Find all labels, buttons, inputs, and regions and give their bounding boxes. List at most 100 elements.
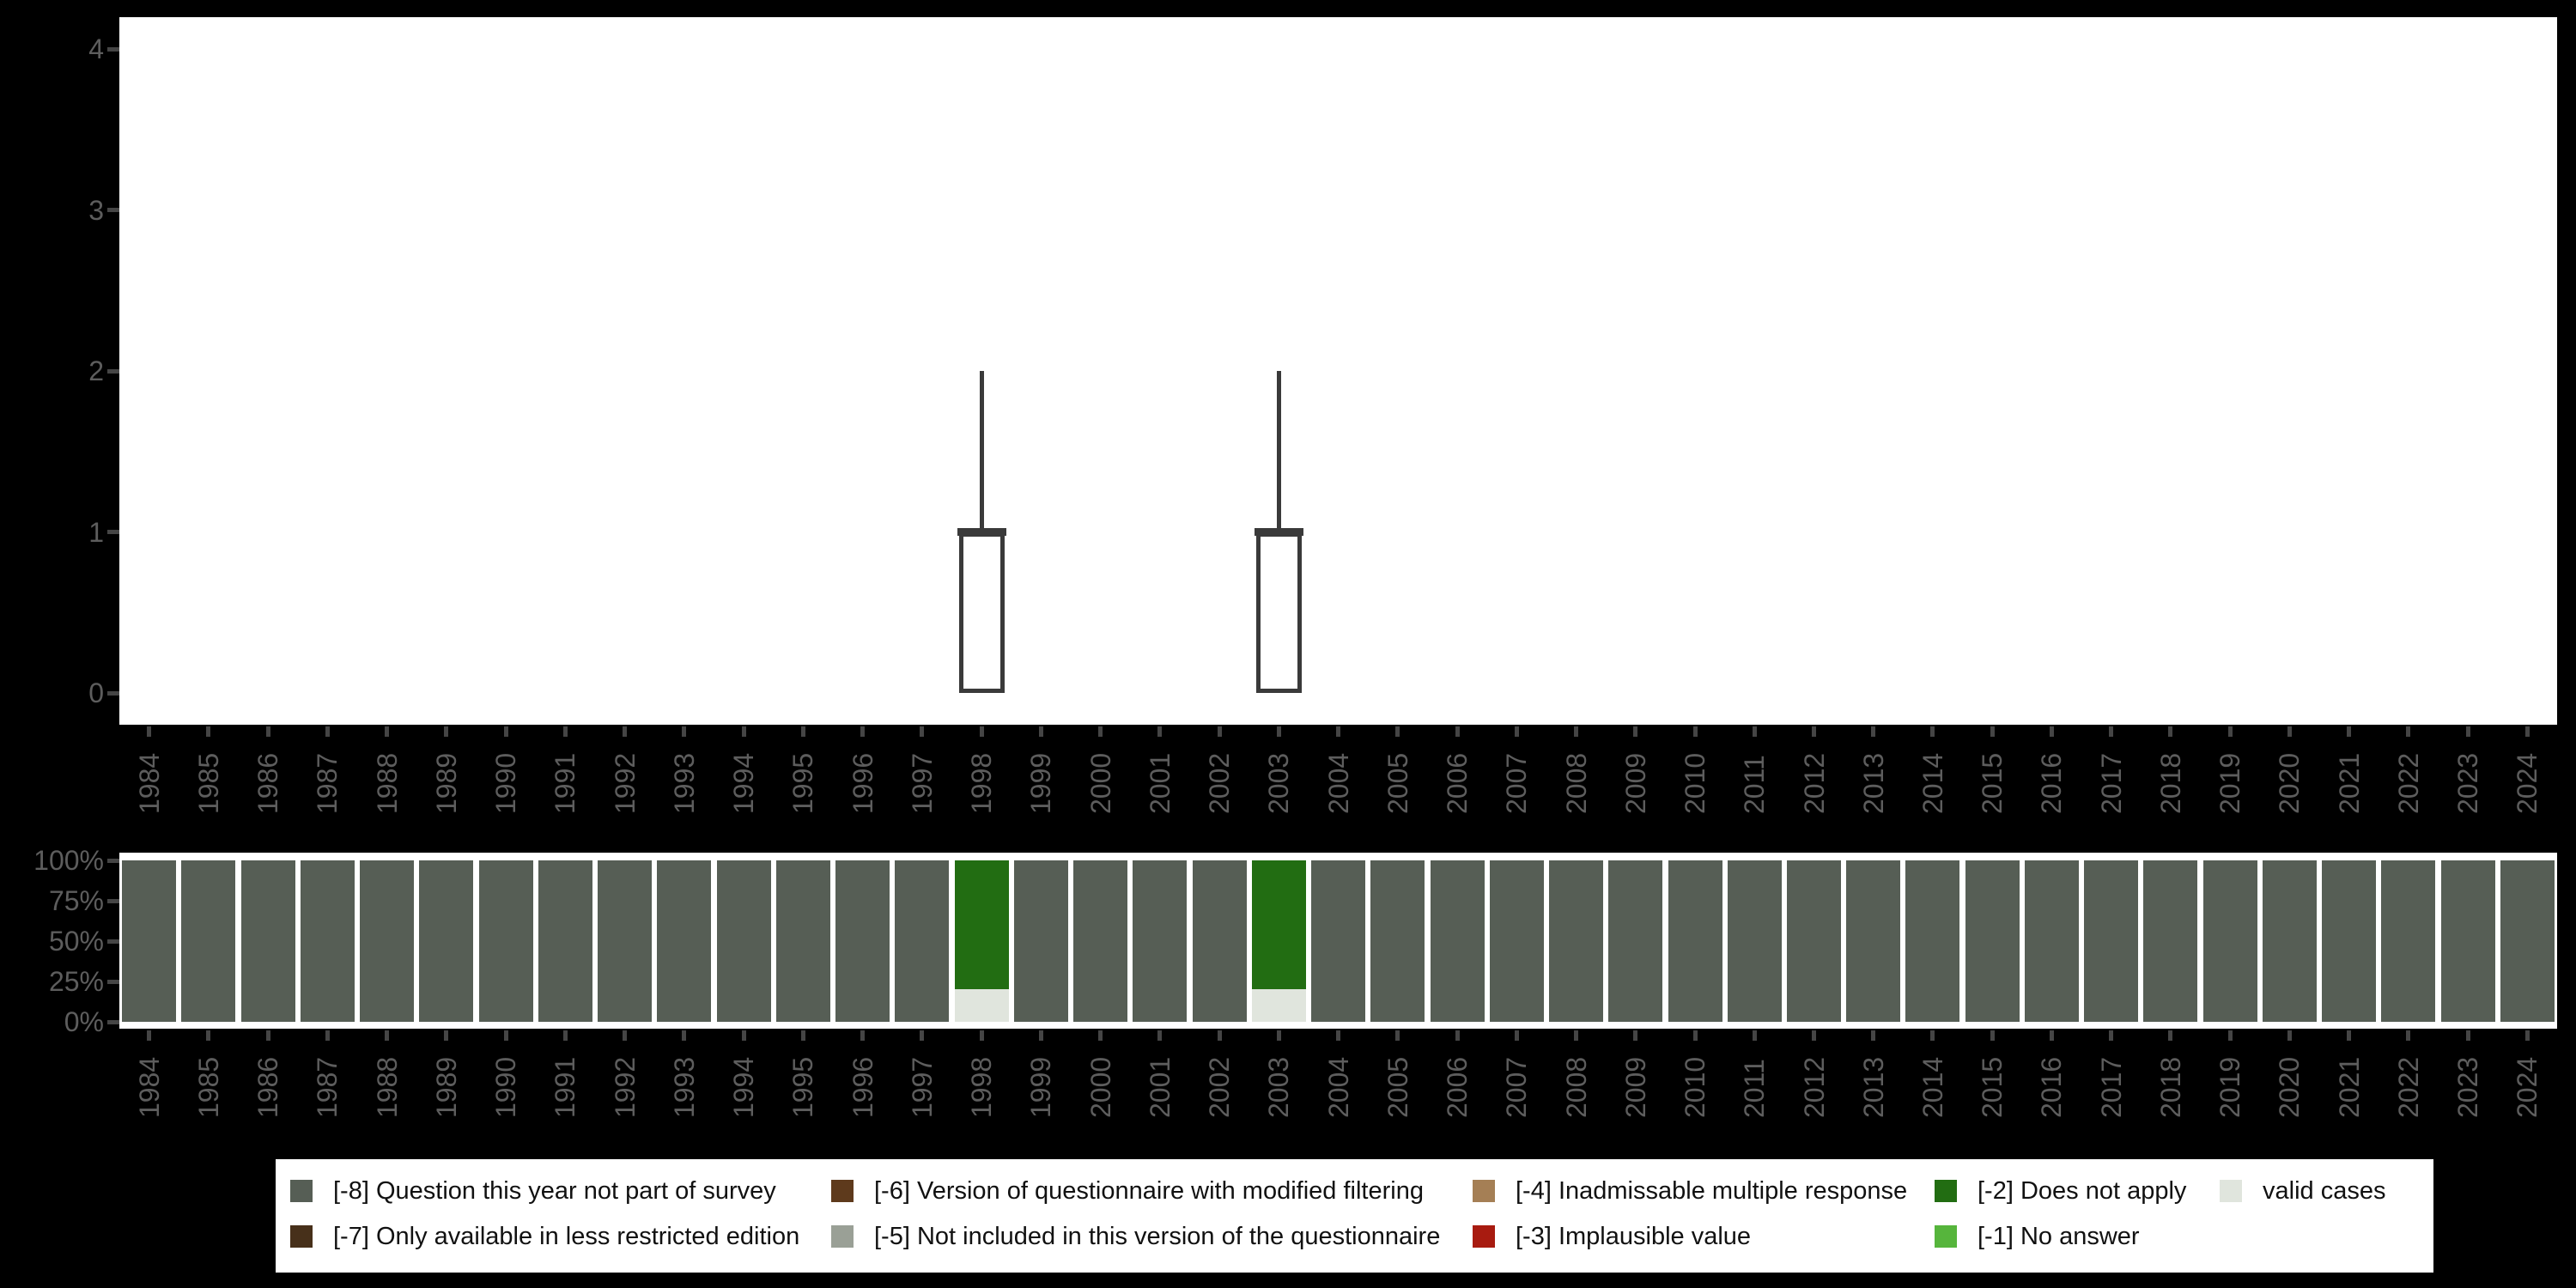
x-axis-tick-boxplot — [1752, 726, 1757, 737]
x-axis-year-label-bars: 2006 — [1442, 1056, 1473, 1118]
x-axis-year-label-bars: 2016 — [2036, 1056, 2068, 1118]
bar-segment — [716, 860, 771, 1022]
y-axis-tick-label: 3 — [88, 194, 104, 226]
legend-label: [-8] Question this year not part of surv… — [333, 1177, 776, 1205]
bar-segment — [1251, 989, 1306, 1022]
x-axis-tick-bars — [1752, 1030, 1757, 1041]
x-axis-year-label-bars: 2013 — [1857, 1056, 1889, 1118]
bar-segment — [1965, 860, 2020, 1022]
boxplot-box — [958, 532, 1005, 693]
x-axis-tick-bars — [979, 1030, 984, 1041]
x-axis-year-label-boxplot: 2009 — [1619, 752, 1651, 814]
x-axis-year-label-bars: 2024 — [2512, 1056, 2543, 1118]
x-axis-year-label-bars: 2011 — [1739, 1059, 1771, 1118]
x-axis-tick-boxplot — [1633, 726, 1638, 737]
percent-axis-tick-label: 0% — [64, 1006, 104, 1037]
x-axis-year-label-boxplot: 2012 — [1798, 752, 1830, 814]
x-axis-tick-boxplot — [2287, 726, 2292, 737]
x-axis-tick-bars — [920, 1030, 925, 1041]
x-axis-tick-boxplot — [503, 726, 508, 737]
x-axis-year-label-bars: 1992 — [609, 1056, 641, 1118]
x-axis-tick-boxplot — [920, 726, 925, 737]
x-axis-year-label-boxplot: 1997 — [906, 752, 938, 814]
x-axis-year-label-boxplot: 2004 — [1322, 752, 1354, 814]
bar-segment — [2381, 860, 2436, 1022]
x-axis-tick-bars — [1336, 1030, 1340, 1041]
y-axis-tick-label: 2 — [88, 355, 104, 386]
x-axis-tick-bars — [1574, 1030, 1578, 1041]
x-axis-year-label-bars: 1995 — [787, 1056, 819, 1118]
x-axis-tick-boxplot — [2109, 726, 2114, 737]
x-axis-year-label-boxplot: 1985 — [192, 752, 224, 814]
x-axis-tick-boxplot — [385, 726, 390, 737]
x-axis-year-label-boxplot: 1992 — [609, 752, 641, 814]
x-axis-tick-bars — [2287, 1030, 2292, 1041]
x-axis-year-label-bars: 2021 — [2333, 1056, 2365, 1118]
x-axis-tick-boxplot — [741, 726, 746, 737]
bar-segment — [1608, 860, 1663, 1022]
x-axis-year-label-bars: 2020 — [2274, 1056, 2306, 1118]
legend-swatch — [831, 1180, 854, 1202]
x-axis-tick-bars — [2109, 1030, 2114, 1041]
percent-axis-tick — [107, 898, 119, 903]
bar-segment — [300, 860, 355, 1022]
x-axis-year-label-boxplot: 2007 — [1501, 752, 1533, 814]
x-axis-tick-boxplot — [1812, 726, 1816, 737]
x-axis-tick-bars — [206, 1030, 211, 1041]
x-axis-year-label-bars: 1998 — [966, 1056, 997, 1118]
x-axis-year-label-boxplot: 1996 — [847, 752, 878, 814]
x-axis-year-label-bars: 2008 — [1560, 1056, 1592, 1118]
x-axis-year-label-bars: 1989 — [430, 1056, 462, 1118]
x-axis-tick-boxplot — [1395, 726, 1400, 737]
percent-axis-tick-label: 100% — [33, 845, 104, 876]
percent-axis-tick — [107, 979, 119, 984]
boxplot-panel — [119, 17, 2557, 725]
bar-segment — [2440, 860, 2495, 1022]
x-axis-tick-boxplot — [1276, 726, 1281, 737]
legend-label: [-3] Implausible value — [1516, 1223, 1752, 1250]
x-axis-tick-boxplot — [1157, 726, 1163, 737]
legend-swatch — [831, 1225, 854, 1248]
y-axis-tick-label: 0 — [88, 677, 104, 708]
x-axis-tick-bars — [265, 1030, 270, 1041]
x-axis-year-label-boxplot: 2014 — [1917, 752, 1948, 814]
x-axis-year-label-bars: 2018 — [2154, 1056, 2186, 1118]
x-axis-tick-bars — [860, 1030, 865, 1041]
percent-axis-tick-label: 75% — [48, 885, 104, 916]
x-axis-tick-bars — [623, 1030, 628, 1041]
bar-segment — [1905, 860, 1960, 1022]
x-axis-year-label-boxplot: 1986 — [252, 752, 284, 814]
legend-swatch — [2220, 1180, 2242, 1202]
legend-swatch — [290, 1180, 313, 1202]
legend-label: [-5] Not included in this version of the… — [874, 1223, 1441, 1250]
x-axis-year-label-boxplot: 2022 — [2392, 752, 2424, 814]
x-axis-tick-boxplot — [206, 726, 211, 737]
x-axis-tick-bars — [1157, 1030, 1163, 1041]
bar-segment — [419, 860, 474, 1022]
x-axis-year-label-bars: 2005 — [1382, 1056, 1413, 1118]
x-axis-year-label-boxplot: 2010 — [1680, 752, 1710, 814]
legend — [276, 1159, 2433, 1273]
x-axis-year-label-boxplot: 2008 — [1560, 752, 1592, 814]
bar-segment — [122, 860, 177, 1022]
bar-segment — [1489, 860, 1544, 1022]
bar-segment — [2084, 860, 2139, 1022]
x-axis-year-label-bars: 2015 — [1977, 1056, 2008, 1118]
x-axis-year-label-boxplot: 2006 — [1442, 752, 1473, 814]
x-axis-year-label-boxplot: 2001 — [1144, 752, 1176, 814]
x-axis-tick-bars — [1692, 1030, 1698, 1041]
percent-axis-tick — [107, 1019, 119, 1024]
bar-segment — [1846, 860, 1901, 1022]
x-axis-year-label-bars: 1985 — [192, 1056, 224, 1118]
x-axis-year-label-boxplot: 1990 — [490, 752, 522, 814]
x-axis-tick-boxplot — [444, 726, 449, 737]
bar-segment — [1133, 860, 1188, 1022]
x-axis-year-label-boxplot: 2024 — [2512, 752, 2543, 814]
x-axis-tick-boxplot — [1098, 726, 1103, 737]
x-axis-tick-bars — [2049, 1030, 2054, 1041]
bar-segment — [2262, 860, 2317, 1022]
x-axis-tick-bars — [562, 1030, 568, 1041]
legend-swatch — [290, 1225, 313, 1248]
legend-label: [-1] No answer — [1978, 1223, 2140, 1250]
x-axis-tick-boxplot — [1336, 726, 1340, 737]
